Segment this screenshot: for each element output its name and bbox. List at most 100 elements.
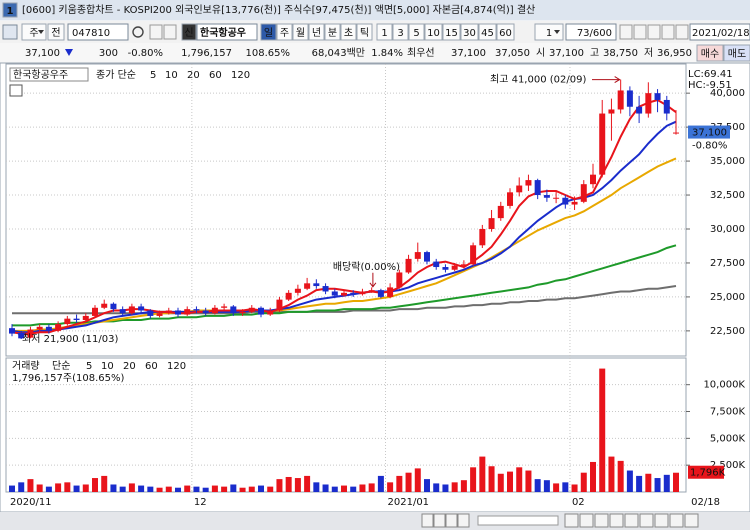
candle-body <box>368 290 375 292</box>
zoom-button[interactable] <box>654 513 669 528</box>
candle-body <box>673 132 679 134</box>
volume-bar <box>442 484 449 492</box>
dropdown-arrow[interactable] <box>554 30 560 34</box>
scroll-button[interactable] <box>421 513 434 528</box>
scroll-button[interactable] <box>457 513 470 528</box>
volume-bar <box>294 478 301 492</box>
candle-body <box>165 310 172 314</box>
period-button-box[interactable] <box>276 23 293 41</box>
minute-button: 3 <box>397 28 403 39</box>
grid-icon[interactable] <box>9 84 23 97</box>
candle-body <box>110 303 117 310</box>
zoom-button[interactable] <box>624 513 639 528</box>
candle-body <box>221 306 228 308</box>
turnover: 1.84% <box>371 48 403 59</box>
volume-bar <box>525 470 532 492</box>
minute-button-box[interactable] <box>376 23 393 41</box>
count-box <box>565 23 617 41</box>
last-change: -0.80% <box>692 141 727 152</box>
candle-body <box>571 201 578 205</box>
credit-flag-box[interactable] <box>181 23 197 41</box>
candle-body <box>285 292 292 300</box>
minute-button-box[interactable] <box>408 23 425 41</box>
best-label: 최우선 <box>407 47 435 59</box>
best-ask: 37,100 <box>451 48 486 59</box>
y-tick-label: 32,500 <box>710 190 745 201</box>
volume-ma-label: 단순 <box>52 360 70 372</box>
volume-bar <box>562 482 569 492</box>
scope-button-box[interactable] <box>47 23 65 41</box>
candle-body <box>534 180 541 196</box>
minute-button-box[interactable] <box>478 23 497 41</box>
icon-button[interactable] <box>647 24 661 40</box>
volume-bar <box>626 470 633 492</box>
zoom-button[interactable] <box>669 513 684 528</box>
volume-bar <box>350 486 357 492</box>
buy-button-box[interactable] <box>696 44 724 62</box>
candle-body <box>562 197 569 205</box>
zoom-button[interactable] <box>609 513 624 528</box>
zoom-button[interactable] <box>639 513 654 528</box>
volume-bar <box>571 484 578 492</box>
zoom-button[interactable] <box>579 513 594 528</box>
minute-button-box[interactable] <box>442 23 461 41</box>
scroll-button[interactable] <box>433 513 446 528</box>
search-icon[interactable] <box>132 26 144 38</box>
high-note: 최고 41,000 (02/09) <box>490 74 586 86</box>
zoom-button[interactable] <box>564 513 579 528</box>
icon-button[interactable] <box>149 24 163 40</box>
sell-button: 매도 <box>728 48 746 60</box>
candle-body <box>184 309 191 315</box>
minute-button-box[interactable] <box>424 23 443 41</box>
volume-bar <box>663 474 670 492</box>
volume-bar <box>18 482 25 492</box>
volume-bar <box>322 484 329 492</box>
scroll-track[interactable] <box>477 515 559 526</box>
quote-bar <box>0 43 750 63</box>
zoom-button[interactable] <box>594 513 609 528</box>
minute-button-box[interactable] <box>392 23 409 41</box>
scroll-button[interactable] <box>445 513 458 528</box>
down-arrow <box>65 49 73 56</box>
window-number-box[interactable] <box>2 2 18 18</box>
volume-bar <box>55 483 62 492</box>
date-box[interactable] <box>689 23 750 41</box>
code-input[interactable] <box>67 23 129 41</box>
high-arrow <box>592 76 621 84</box>
credit-flag: 신 <box>184 27 193 39</box>
price-panel <box>5 63 687 357</box>
icon-button[interactable] <box>163 24 177 40</box>
period-button-box[interactable] <box>340 23 357 41</box>
volume-bar <box>175 487 181 492</box>
candle-body <box>377 290 384 297</box>
period-button-box[interactable] <box>292 23 309 41</box>
volume-bar <box>636 475 643 492</box>
volume-legend-entry: 60 <box>145 361 158 372</box>
candle-body <box>580 184 587 202</box>
icon-button[interactable] <box>619 24 633 40</box>
period-button-box[interactable] <box>308 23 325 41</box>
trade-amount: 68,043백만 <box>312 47 365 59</box>
candle-body <box>479 228 486 246</box>
sell-button-box[interactable] <box>723 44 750 62</box>
zoom-button[interactable] <box>684 513 699 528</box>
y-tick-label: 40,000 <box>710 88 745 99</box>
minute-button-box[interactable] <box>496 23 515 41</box>
volume-bar <box>119 486 126 492</box>
y-tick-label: 2,500K <box>710 460 746 471</box>
low-arrow <box>17 333 26 340</box>
volume-bar <box>73 485 80 492</box>
minute-button-box[interactable] <box>460 23 479 41</box>
icon-button[interactable] <box>633 24 647 40</box>
menu-icon[interactable] <box>2 24 18 40</box>
period-button-box[interactable] <box>260 23 277 41</box>
icon-button[interactable] <box>675 24 689 40</box>
period-button-box[interactable] <box>356 23 373 41</box>
period-button-box[interactable] <box>324 23 341 41</box>
volume-bar <box>64 482 71 492</box>
icon-button[interactable] <box>661 24 675 40</box>
market-select-box[interactable] <box>21 23 47 41</box>
unit-select-box[interactable] <box>534 23 564 41</box>
window-title: [0600] 키움종합차트 - KOSPI200 외국인보유[13,776(천)… <box>22 4 535 16</box>
dropdown-arrow[interactable] <box>38 30 44 34</box>
